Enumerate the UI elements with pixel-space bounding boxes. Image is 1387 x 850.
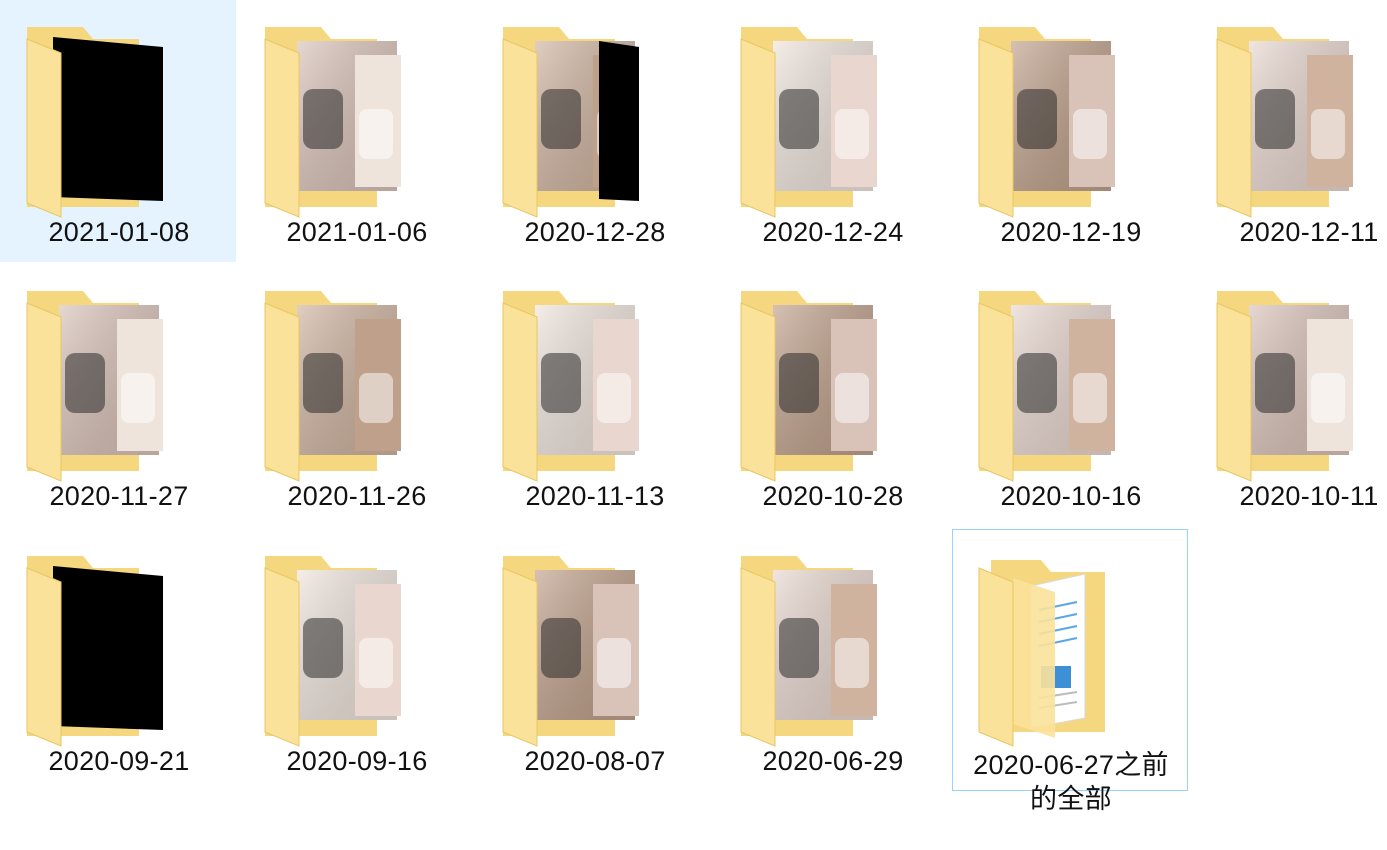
folder-name: 2020-11-13 [525, 481, 665, 511]
folder-icon [259, 548, 409, 747]
folder-name: 2020-06-27之前的全部 [973, 750, 1169, 814]
folder-name: 2020-11-26 [287, 481, 427, 511]
folder-icon [1211, 19, 1361, 218]
folder-item[interactable]: 2021-01-06 [238, 0, 474, 262]
folder-name: 2020-11-27 [49, 481, 189, 511]
folder-item[interactable]: 2020-10-28 [714, 264, 950, 526]
folder-icon [497, 548, 647, 747]
folder-item[interactable]: 2020-12-24 [714, 0, 950, 262]
folder-item[interactable]: 2020-11-26 [238, 264, 474, 526]
folder-name: 2020-12-24 [762, 217, 904, 247]
folder-icon [973, 548, 1123, 747]
folder-item[interactable]: 2020-10-11 [1190, 264, 1387, 526]
folder-item[interactable]: 2020-09-21 [0, 529, 236, 791]
folder-item[interactable]: 2020-11-13 [476, 264, 712, 526]
folder-icon [497, 19, 647, 218]
folder-name: 2020-06-29 [762, 746, 904, 776]
folder-icon [735, 548, 885, 747]
folder-item[interactable]: 2020-08-07 [476, 529, 712, 791]
folder-item[interactable]: 2020-06-27之前的全部 [952, 529, 1188, 814]
folder-icon [1211, 283, 1361, 482]
folder-item[interactable]: 2020-10-16 [952, 264, 1188, 526]
folder-icon [259, 19, 409, 218]
folder-name: 2020-09-21 [48, 746, 190, 776]
folder-item[interactable]: 2020-12-11 [1190, 0, 1387, 262]
folder-icon [735, 19, 885, 218]
folder-name: 2020-10-11 [1239, 481, 1379, 511]
folder-icon [21, 548, 171, 747]
folder-name: 2021-01-06 [286, 217, 428, 247]
folder-item[interactable]: 2020-12-19 [952, 0, 1188, 262]
folder-icon [973, 283, 1123, 482]
folder-name: 2020-10-28 [762, 481, 904, 511]
folder-item[interactable]: 2020-12-28 [476, 0, 712, 262]
folder-name: 2021-01-08 [48, 217, 190, 247]
folder-name: 2020-12-19 [1000, 217, 1142, 247]
folder-icon [21, 19, 171, 218]
folder-icon [497, 283, 647, 482]
folder-icon [735, 283, 885, 482]
folder-item[interactable]: 2021-01-08 [0, 0, 236, 262]
folder-name: 2020-10-16 [1000, 481, 1142, 511]
folder-name: 2020-08-07 [524, 746, 666, 776]
folder-name: 2020-12-28 [524, 217, 666, 247]
folder-item[interactable]: 2020-11-27 [0, 264, 236, 526]
folder-icon [21, 283, 171, 482]
folder-item[interactable]: 2020-09-16 [238, 529, 474, 791]
folder-icon [973, 19, 1123, 218]
folder-icon [259, 283, 409, 482]
folder-name: 2020-09-16 [286, 746, 428, 776]
folder-item[interactable]: 2020-06-29 [714, 529, 950, 791]
folder-name: 2020-12-11 [1239, 217, 1379, 247]
